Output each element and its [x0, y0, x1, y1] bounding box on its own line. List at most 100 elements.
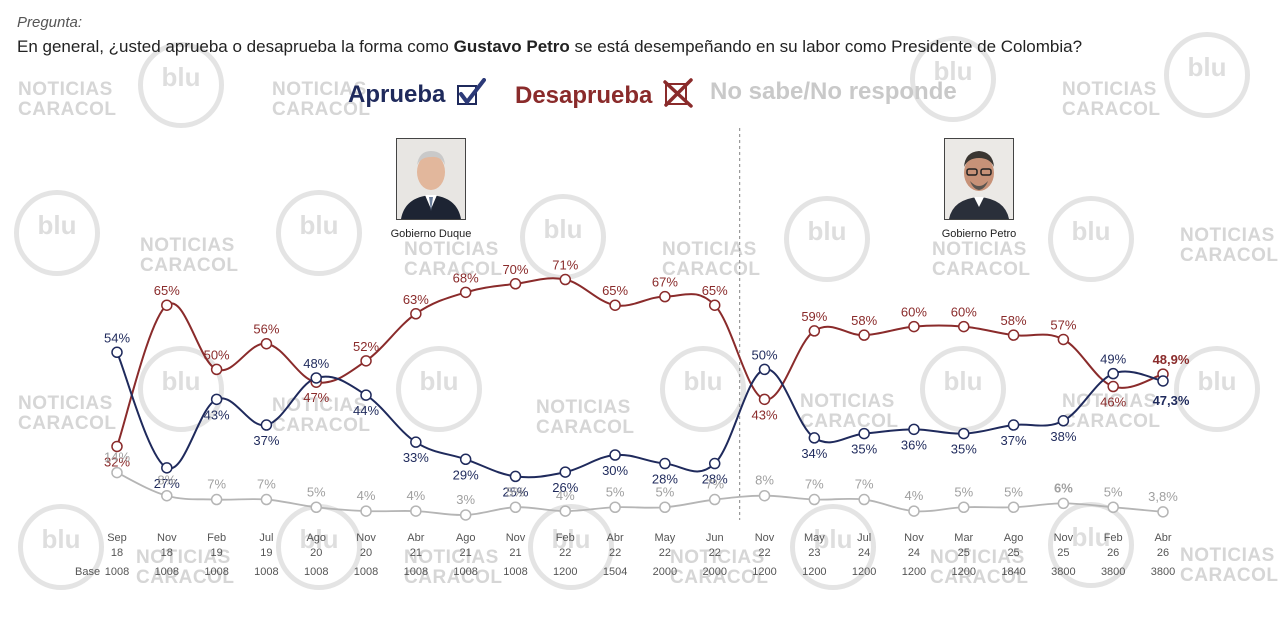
x-tick-month: Feb — [1104, 532, 1123, 544]
desaprueba-point — [858, 329, 870, 341]
nosabe-point — [310, 501, 322, 513]
watermark-blu-radio: blu — [138, 42, 224, 128]
aprueba-point — [210, 393, 223, 406]
gobierno-petro-label: Gobierno Petro — [941, 228, 1017, 240]
nosabe-point — [609, 501, 621, 513]
desaprueba-data-label: 58% — [1001, 313, 1027, 328]
aprueba-data-label: 29% — [453, 467, 479, 482]
aprueba-data-label: 34% — [801, 446, 827, 461]
legend-aprueba: Aprueba — [348, 78, 487, 109]
x-tick-base: 1200 — [802, 566, 826, 578]
x-tick-month: Ago — [456, 532, 476, 544]
nosabe-data-label: 4% — [905, 488, 924, 503]
nosabe-data-label: 7% — [705, 477, 724, 492]
aprueba-point — [410, 436, 422, 448]
watermark-blu-radio: blu — [660, 346, 746, 432]
aprueba-data-label: 26% — [552, 480, 578, 495]
nosabe-point — [559, 505, 572, 517]
aprueba-data-label: 35% — [951, 442, 977, 457]
watermark-blu-radio: blu — [14, 190, 100, 276]
desaprueba-point — [559, 273, 572, 286]
nosabe-data-label: 8% — [157, 473, 176, 488]
x-tick-year: 22 — [609, 547, 621, 559]
watermark-blu-radio: blu — [276, 190, 362, 276]
watermark-noticias-caracol: NOTICIAS CARACOL — [272, 79, 371, 120]
legend-desaprueba-label: Desaprueba — [515, 82, 653, 109]
desaprueba-data-label: 47% — [303, 390, 329, 405]
aprueba-point — [1007, 419, 1020, 431]
question-post: se está desempeñando en su labor como Pr… — [569, 37, 1083, 56]
aprueba-data-label: 33% — [403, 450, 429, 465]
nosabe-data-label: 4% — [357, 488, 376, 503]
x-tick-month: Jul — [259, 532, 273, 544]
nosabe-point — [958, 501, 970, 513]
aprueba-point — [958, 427, 970, 440]
nosabe-data-label: 3% — [456, 492, 475, 507]
nosabe-point — [260, 493, 273, 506]
duque-portrait — [396, 138, 466, 220]
aprueba-point — [111, 346, 123, 359]
nosabe-data-label: 8% — [755, 473, 774, 488]
aprueba-point — [758, 363, 771, 376]
aprueba-data-label: 28% — [652, 472, 678, 487]
x-tick-year: 19 — [210, 547, 222, 559]
desaprueba-point — [410, 308, 422, 320]
question-bold-name: Gustavo Petro — [453, 37, 570, 56]
aprueba-data-label: 28% — [702, 472, 728, 487]
desaprueba-point — [958, 320, 970, 333]
aprueba-data-label: 27% — [154, 476, 180, 491]
nosabe-point — [410, 505, 422, 517]
desaprueba-data-label: 60% — [951, 305, 977, 320]
x-tick-base: 1008 — [453, 566, 477, 578]
desaprueba-data-label: 71% — [552, 258, 578, 273]
cross-box-icon — [663, 78, 693, 108]
x-tick-base: 1200 — [902, 566, 926, 578]
aprueba-data-label: 54% — [104, 330, 130, 345]
nosabe-point — [1107, 501, 1119, 513]
nosabe-point — [758, 489, 771, 502]
aprueba-data-label: 38% — [1050, 429, 1076, 444]
nosabe-data-label: 4% — [556, 488, 575, 503]
x-tick-month: Ago — [1004, 532, 1024, 544]
aprueba-point — [858, 427, 870, 440]
nosabe-data-label: 14% — [104, 450, 130, 465]
nosabe-point — [1007, 501, 1020, 513]
nosabe-point — [858, 493, 870, 506]
nosabe-point — [659, 501, 671, 513]
watermark-noticias-caracol: NOTICIAS CARACOL — [930, 547, 1029, 588]
pregunta-label: Pregunta: — [17, 14, 83, 31]
x-tick-year: 25 — [958, 547, 970, 559]
aprueba-point — [360, 389, 372, 401]
desaprueba-point — [708, 299, 721, 311]
desaprueba-point — [1057, 333, 1070, 346]
x-tick-base: 1008 — [204, 566, 228, 578]
watermark-noticias-caracol: NOTICIAS CARACOL — [404, 239, 503, 280]
desaprueba-point — [808, 325, 821, 337]
desaprueba-data-label: 65% — [602, 283, 628, 298]
desaprueba-point — [111, 440, 123, 453]
x-tick-year: 22 — [659, 547, 671, 559]
x-tick-month: Abr — [1154, 532, 1171, 544]
desaprueba-data-label: 56% — [253, 322, 279, 337]
nosabe-point — [1057, 497, 1070, 510]
x-tick-year: 20 — [360, 547, 372, 559]
desaprueba-point — [1107, 380, 1119, 393]
aprueba-point — [310, 372, 322, 384]
aprueba-data-label: 47,3% — [1153, 393, 1190, 408]
aprueba-point — [161, 462, 173, 474]
x-tick-base: 1008 — [354, 566, 378, 578]
watermark-noticias-caracol: NOTICIAS CARACOL — [932, 239, 1031, 280]
x-tick-month: Nov — [755, 532, 775, 544]
nosabe-point — [708, 493, 721, 506]
checkmark-icon — [457, 78, 487, 105]
x-tick-base: 1840 — [1001, 566, 1025, 578]
x-tick-month: Nov — [157, 532, 177, 544]
nosabe-series-line — [116, 471, 1164, 516]
desaprueba-data-label: 57% — [1050, 317, 1076, 332]
nosabe-data-label: 5% — [606, 484, 625, 499]
nosabe-data-label: 7% — [257, 477, 276, 492]
nosabe-data-label: 5% — [656, 484, 675, 499]
x-tick-year: 21 — [509, 547, 521, 559]
watermark-blu-radio: blu — [1164, 32, 1250, 118]
watermark-blu-radio: blu — [784, 196, 870, 282]
